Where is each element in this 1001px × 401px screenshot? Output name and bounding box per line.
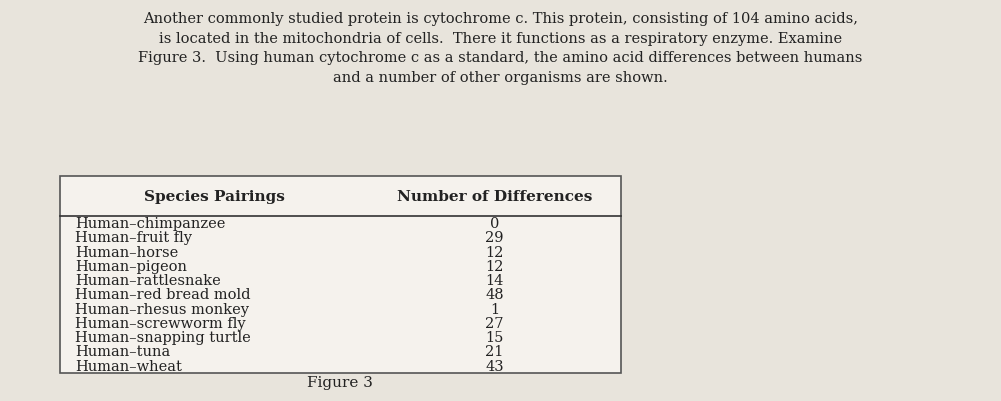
Text: 12: 12: [485, 245, 504, 259]
Text: Human–rattlesnake: Human–rattlesnake: [75, 273, 221, 288]
Text: Another commonly studied protein is cytochrome c. This protein, consisting of 10: Another commonly studied protein is cyto…: [138, 12, 863, 84]
Text: Species Pairings: Species Pairings: [144, 190, 284, 203]
Text: Human–fruit fly: Human–fruit fly: [75, 231, 192, 245]
Text: 14: 14: [485, 273, 504, 288]
Text: Human–red bread mold: Human–red bread mold: [75, 288, 250, 302]
Text: Human–wheat: Human–wheat: [75, 359, 182, 373]
Text: 15: 15: [485, 330, 504, 344]
Text: 0: 0: [489, 217, 499, 231]
Text: 48: 48: [485, 288, 504, 302]
Text: Human–tuna: Human–tuna: [75, 344, 170, 358]
Text: Human–horse: Human–horse: [75, 245, 178, 259]
Text: Figure 3: Figure 3: [307, 375, 373, 389]
Text: Human–snapping turtle: Human–snapping turtle: [75, 330, 251, 344]
Text: Human–pigeon: Human–pigeon: [75, 259, 187, 273]
Text: 27: 27: [485, 316, 504, 330]
Text: Human–rhesus monkey: Human–rhesus monkey: [75, 302, 249, 316]
Text: Number of Differences: Number of Differences: [396, 190, 593, 203]
Text: 21: 21: [485, 344, 504, 358]
Text: 12: 12: [485, 259, 504, 273]
Text: 43: 43: [485, 359, 504, 373]
Text: 1: 1: [489, 302, 499, 316]
Text: Human–screwworm fly: Human–screwworm fly: [75, 316, 245, 330]
Text: Human–chimpanzee: Human–chimpanzee: [75, 217, 225, 231]
Text: 29: 29: [485, 231, 504, 245]
